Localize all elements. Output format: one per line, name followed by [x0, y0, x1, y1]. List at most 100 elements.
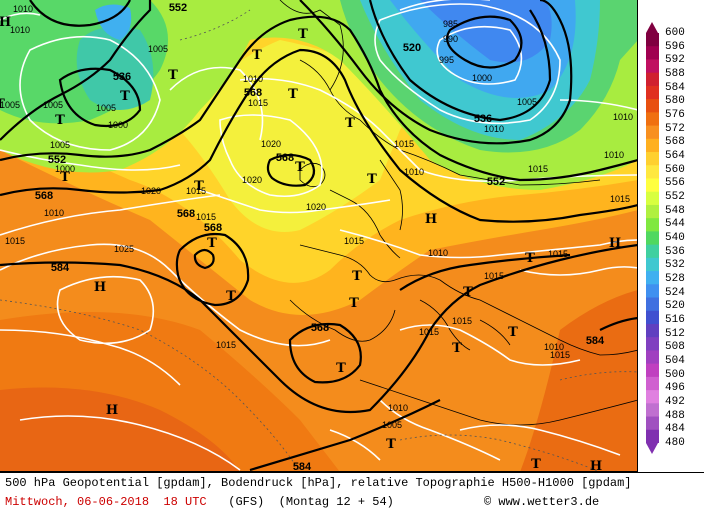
geopotential-labels: 552 536 552 568 568 568 584 520 536 552 … [35, 2, 605, 471]
low-symbol: T [525, 251, 535, 266]
pressure-label: 1010 [13, 4, 33, 14]
high-symbol: H [425, 212, 437, 227]
scale-label: 488 [665, 409, 685, 422]
geo-label: 568 [276, 152, 294, 164]
low-symbol: T [298, 27, 308, 42]
color-scale-swatch [646, 125, 659, 140]
pressure-label: 1010 [44, 208, 64, 218]
geo-label: 568 [311, 322, 329, 334]
pressure-centers: T T T T T T T T T T T T T T T T T T T T [0, 15, 621, 472]
scale-cap-top [646, 22, 658, 33]
low-symbol: T [352, 269, 362, 284]
scale-label: 512 [665, 327, 685, 340]
color-scale-swatch [646, 271, 659, 285]
color-scale-swatch [646, 376, 659, 391]
pressure-label: 1025 [114, 244, 134, 254]
color-scale-swatch [646, 284, 659, 299]
geo-label: 584 [586, 335, 605, 347]
color-scale-swatch [646, 257, 659, 272]
color-scale-swatch [646, 112, 659, 127]
scale-label: 508 [665, 341, 685, 354]
geo-label: 568 [177, 208, 195, 220]
low-symbol: T [452, 341, 462, 356]
pressure-label: 1010 [484, 124, 504, 134]
color-scale-bar [646, 33, 659, 443]
color-scale-swatch [646, 429, 659, 443]
geo-label: 520 [403, 42, 421, 54]
color-scale-swatch [646, 165, 659, 179]
scale-label: 596 [665, 40, 685, 53]
pressure-label: 1005 [517, 97, 537, 107]
dashed-contours [0, 9, 637, 471]
caption-model: (GFS) (Montag 12 + 54) [228, 495, 394, 509]
geo-label: 584 [51, 262, 70, 274]
pressure-label: 1015 [528, 164, 548, 174]
color-scale-swatch [646, 85, 659, 100]
high-symbol: H [0, 15, 11, 30]
scale-label: 540 [665, 232, 685, 244]
low-symbol: T [508, 325, 518, 340]
pressure-label: 1005 [96, 103, 116, 113]
color-scale-swatch [646, 138, 659, 153]
pressure-label: 1010 [604, 150, 624, 160]
pressure-label: 1000 [55, 164, 75, 174]
color-scale-swatch [646, 337, 659, 351]
color-scale-swatch [646, 403, 659, 418]
pressure-label: 1015 [550, 350, 570, 360]
pressure-label: 1020 [261, 139, 281, 149]
pressure-label: 1015 [344, 236, 364, 246]
color-scale-swatch [646, 244, 659, 259]
pressure-label: 1000 [108, 120, 128, 130]
low-symbol: T [386, 437, 396, 452]
low-symbol: T [194, 179, 204, 194]
low-symbol: T [0, 97, 5, 112]
field-528-west [95, 4, 132, 41]
field-580 [0, 387, 240, 471]
pressure-label: 1010 [243, 74, 263, 84]
scale-label: 536 [665, 245, 685, 258]
low-symbol: T [295, 160, 305, 175]
low-symbol: T [252, 48, 262, 63]
pressure-label: 1015 [196, 212, 216, 222]
scale-label: 532 [665, 259, 685, 272]
pressure-label: 1015 [484, 271, 504, 281]
scale-label: 552 [665, 191, 685, 203]
pressure-label: 1010 [388, 403, 408, 413]
color-scale-swatch [646, 178, 659, 193]
scale-label: 492 [665, 396, 685, 408]
geo-label: 536 [113, 71, 131, 83]
map-caption: 500 hPa Geopotential [gpdam], Bodendruck… [0, 472, 704, 513]
caption-copyright: © www.wetter3.de [484, 495, 600, 509]
pressure-label: 1015 [610, 194, 630, 204]
geo-label: 568 [244, 87, 262, 99]
color-scale-swatch [646, 72, 659, 87]
scale-label: 584 [665, 81, 685, 94]
low-symbol: T [367, 172, 377, 187]
scale-label: 480 [665, 437, 685, 449]
scale-label: 500 [665, 368, 685, 381]
geo-label: 552 [48, 154, 66, 166]
color-scale-swatch [646, 33, 659, 47]
color-scale-labels: 600 596 592 588 584 580 576 572 568 564 560 556 552 5… [638, 0, 704, 472]
geo-label: 536 [474, 113, 492, 125]
pressure-label: 995 [439, 55, 454, 65]
color-scale-swatch [646, 416, 659, 431]
pressure-label: 1020 [242, 175, 262, 185]
scale-label: 548 [665, 204, 685, 217]
color-scale-swatch [646, 99, 659, 113]
high-symbol: H [590, 459, 602, 472]
scale-label: 528 [665, 273, 685, 285]
pressure-label: 990 [443, 34, 458, 44]
scale-label: 544 [665, 218, 685, 231]
pressure-label: 1015 [452, 316, 472, 326]
color-scale-swatch [646, 191, 659, 206]
scale-label: 484 [665, 423, 685, 436]
color-scale-swatch [646, 350, 659, 365]
low-symbol: T [349, 296, 359, 311]
color-scale-swatch [646, 323, 659, 338]
scale-label: 588 [665, 68, 685, 80]
scale-label: 576 [665, 109, 685, 121]
caption-description: 500 hPa Geopotential [gpdam], Bodendruck… [5, 476, 632, 490]
high-symbol: H [609, 236, 621, 251]
pressure-label: 1005 [0, 100, 20, 110]
